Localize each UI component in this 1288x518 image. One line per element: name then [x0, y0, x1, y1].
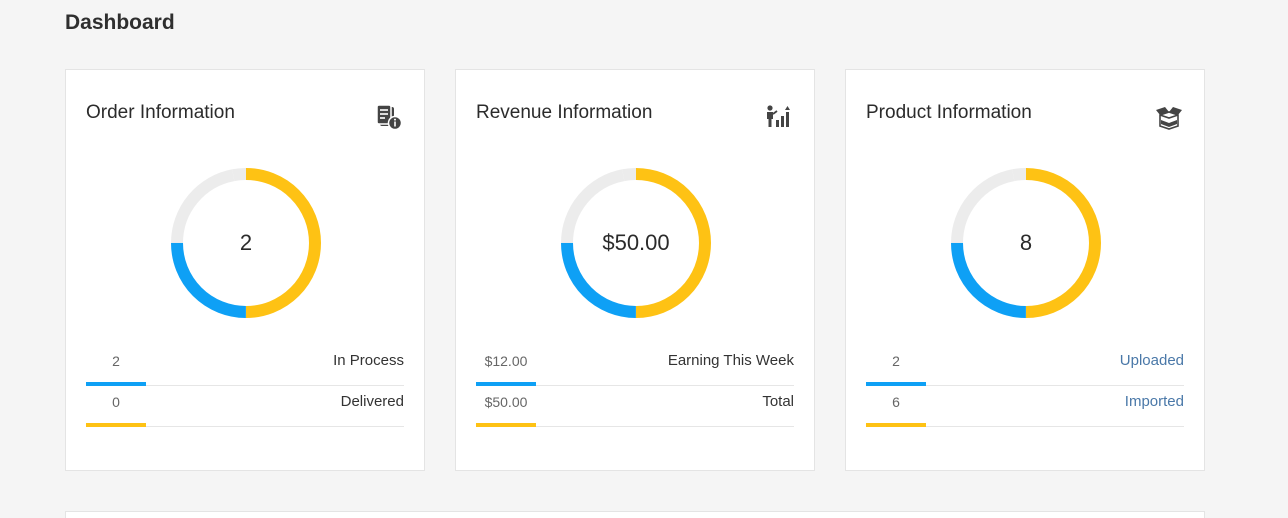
- legend-value: 2: [892, 353, 900, 369]
- legend-color-bar: [866, 382, 926, 386]
- card-title: Revenue Information: [476, 102, 653, 123]
- legend-row-earning-this-week: $12.00 Earning This Week: [476, 345, 794, 386]
- order-legend: 2 In Process 0 Delivered: [86, 345, 404, 427]
- legend-row-in-process: 2 In Process: [86, 345, 404, 386]
- legend-color-bar: [476, 423, 536, 427]
- donut-segment-track: [561, 168, 711, 318]
- uploaded-link[interactable]: Uploaded: [1119, 352, 1184, 369]
- revenue-information-card: Revenue Information $50.00 $12.00 Earnin…: [455, 69, 815, 471]
- info-cards: Order Information 2 2 In Process 0: [65, 69, 1205, 471]
- legend-row-delivered: 0 Delivered: [86, 386, 404, 427]
- legend-row-total: $50.00 Total: [476, 386, 794, 427]
- product-donut-chart: 8: [950, 167, 1102, 319]
- donut-segment-track: [951, 168, 1101, 318]
- legend-label: Delivered: [340, 393, 404, 410]
- order-info-icon: [376, 104, 403, 131]
- legend-color-bar: [476, 382, 536, 386]
- donut-center-value: 8: [1019, 230, 1033, 255]
- legend-label: Earning This Week: [667, 352, 794, 369]
- order-information-card: Order Information 2 2 In Process 0: [65, 69, 425, 471]
- donut-segment-blue: [951, 168, 1101, 318]
- legend-row-uploaded[interactable]: 2 Uploaded: [866, 345, 1184, 386]
- page-title: Dashboard: [65, 11, 175, 34]
- imported-link[interactable]: Imported: [1124, 393, 1184, 410]
- legend-value: $50.00: [484, 394, 528, 410]
- revenue-growth-icon: [767, 105, 790, 127]
- card-title: Order Information: [86, 102, 235, 123]
- donut-center-value: 2: [239, 230, 253, 255]
- product-information-card: Product Information 8 2 Uploaded 6 Impor…: [845, 69, 1205, 471]
- legend-label: Total: [762, 393, 794, 410]
- legend-color-bar: [86, 423, 146, 427]
- donut-segment-track: [171, 168, 321, 318]
- card-title: Product Information: [866, 102, 1032, 123]
- legend-value: 6: [892, 394, 900, 410]
- legend-value: 2: [112, 353, 120, 369]
- bottom-panel: [65, 511, 1205, 518]
- revenue-donut-chart: $50.00: [560, 167, 712, 319]
- order-donut-chart: 2: [170, 167, 322, 319]
- legend-label: In Process: [333, 352, 404, 369]
- product-legend: 2 Uploaded 6 Imported: [866, 345, 1184, 427]
- revenue-legend: $12.00 Earning This Week $50.00 Total: [476, 345, 794, 427]
- legend-color-bar: [866, 423, 926, 427]
- donut-segment-blue: [171, 168, 321, 318]
- legend-row-imported[interactable]: 6 Imported: [866, 386, 1184, 427]
- donut-center-value: $50.00: [602, 230, 670, 255]
- legend-value: 0: [112, 394, 120, 410]
- legend-value: $12.00: [484, 353, 528, 369]
- open-box-icon: [1156, 107, 1182, 130]
- donut-segment-blue: [561, 168, 711, 318]
- legend-color-bar: [86, 382, 146, 386]
